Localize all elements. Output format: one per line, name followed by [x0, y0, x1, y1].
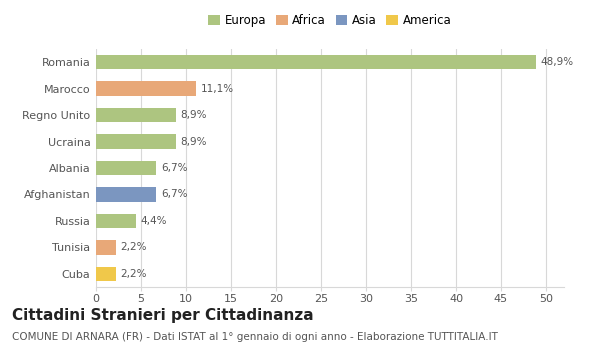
Bar	[96, 214, 136, 228]
Text: 4,4%: 4,4%	[140, 216, 167, 226]
Text: 48,9%: 48,9%	[541, 57, 574, 67]
Bar	[96, 82, 196, 96]
Text: 2,2%: 2,2%	[120, 242, 147, 252]
Text: 11,1%: 11,1%	[200, 84, 233, 94]
Text: 8,9%: 8,9%	[181, 110, 207, 120]
Text: Cittadini Stranieri per Cittadinanza: Cittadini Stranieri per Cittadinanza	[12, 308, 314, 323]
Text: 8,9%: 8,9%	[181, 136, 207, 147]
Text: 6,7%: 6,7%	[161, 163, 187, 173]
Text: COMUNE DI ARNARA (FR) - Dati ISTAT al 1° gennaio di ogni anno - Elaborazione TUT: COMUNE DI ARNARA (FR) - Dati ISTAT al 1°…	[12, 332, 498, 343]
Bar	[96, 134, 176, 149]
Bar	[96, 161, 156, 175]
Bar	[96, 240, 116, 254]
Text: 6,7%: 6,7%	[161, 189, 187, 200]
Bar	[96, 187, 156, 202]
Bar	[96, 266, 116, 281]
Bar	[96, 55, 536, 70]
Text: 2,2%: 2,2%	[120, 269, 147, 279]
Legend: Europa, Africa, Asia, America: Europa, Africa, Asia, America	[203, 9, 457, 32]
Bar	[96, 108, 176, 122]
